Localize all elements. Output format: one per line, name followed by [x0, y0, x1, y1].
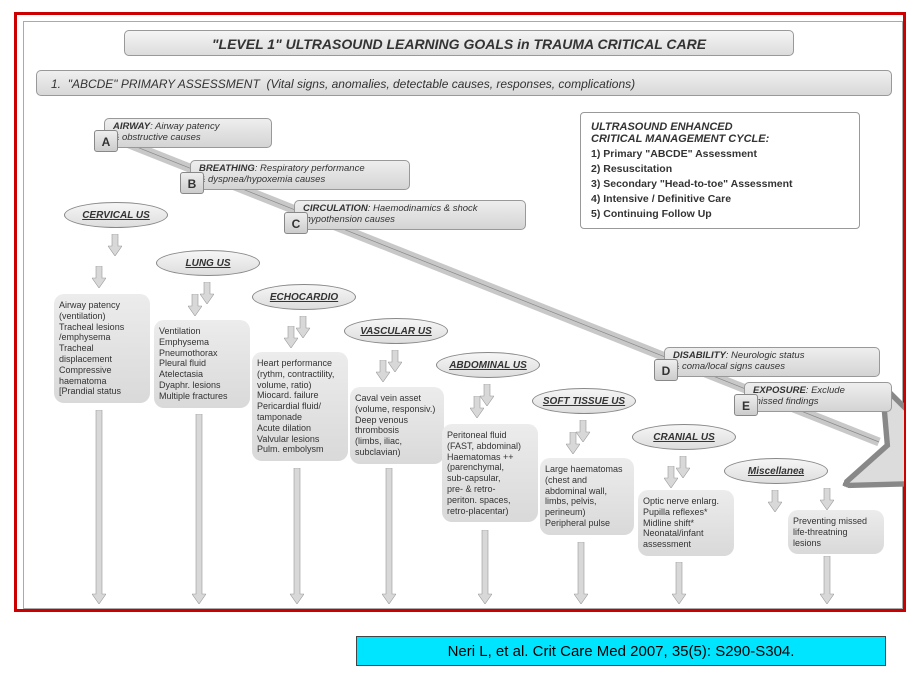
oval-cranial: CRANIAL US	[632, 424, 736, 450]
small-arrow-12	[470, 396, 484, 418]
diagram-frame: "LEVEL 1" ULTRASOUND LEARNING GOALS in T…	[14, 12, 906, 612]
abcde-box-B: B	[180, 172, 204, 194]
long-arrow-0	[92, 410, 106, 604]
abcde-box-A: A	[94, 130, 118, 152]
section1-sub: (Vital signs, anomalies, detectable caus…	[266, 77, 635, 91]
abcde-label-A: AIRWAY: Airway patency& obstructive caus…	[104, 118, 272, 148]
section1-title: 1. "ABCDE" PRIMARY ASSESSMENT (Vital sig…	[36, 70, 892, 96]
small-arrow-2	[296, 316, 310, 338]
small-arrow-6	[676, 456, 690, 478]
long-arrow-1	[192, 414, 206, 604]
small-arrow-1	[200, 282, 214, 304]
diagram-inner: "LEVEL 1" ULTRASOUND LEARNING GOALS in T…	[23, 21, 903, 609]
detail-abdominal-d: Peritoneal fluid(FAST, abdominal)Haemato…	[442, 424, 538, 522]
long-arrow-6	[672, 562, 686, 604]
small-arrow-7	[768, 490, 782, 512]
citation-bar: Neri L, et al. Crit Care Med 2007, 35(5)…	[356, 636, 886, 666]
abcde-box-E: E	[734, 394, 758, 416]
detail-cranial-d: Optic nerve enlarg.Pupilla reflexes*Midl…	[638, 490, 734, 556]
management-cycle-box: ULTRASOUND ENHANCED CRITICAL MANAGEMENT …	[580, 112, 860, 229]
detail-softtissue-d: Large haematomas(chest andabdominal wall…	[540, 458, 634, 535]
long-arrow-5	[574, 542, 588, 604]
small-arrow-3	[388, 350, 402, 372]
mgmt-item-5: 5) Continuing Follow Up	[591, 208, 849, 220]
small-arrow-0	[108, 234, 122, 256]
abcde-label-D: DISABILITY: Neurologic status& coma/loca…	[664, 347, 880, 377]
abcde-label-B: BREATHING: Respiratory performance& dysp…	[190, 160, 410, 190]
detail-misc-d: Preventing missedlife-threatninglesions	[788, 510, 884, 554]
oval-cervical: CERVICAL US	[64, 202, 168, 228]
small-arrow-9	[188, 294, 202, 316]
detail-echo-d: Heart performance(rythm, contractility,v…	[252, 352, 348, 461]
mgmt-hd2: CRITICAL MANAGEMENT CYCLE:	[591, 133, 849, 145]
detail-lung-d: VentilationEmphysemaPneumothoraxPleural …	[154, 320, 250, 408]
section1-head: "ABCDE" PRIMARY ASSESSMENT	[68, 77, 260, 91]
oval-lung: LUNG US	[156, 250, 260, 276]
detail-vascular-d: Caval vein asset(volume, responsiv.)Deep…	[350, 387, 444, 464]
abcde-box-D: D	[654, 359, 678, 381]
main-title: "LEVEL 1" ULTRASOUND LEARNING GOALS in T…	[124, 30, 794, 56]
oval-abdominal: ABDOMINAL US	[436, 352, 540, 378]
oval-softtissue: SOFT TISSUE US	[532, 388, 636, 414]
small-arrow-8	[92, 266, 106, 288]
oval-echo: ECHOCARDIO	[252, 284, 356, 310]
small-arrow-10	[284, 326, 298, 348]
oval-vascular: VASCULAR US	[344, 318, 448, 344]
mgmt-item-2: 2) Resuscitation	[591, 163, 849, 175]
mgmt-item-3: 3) Secondary "Head-to-toe" Assessment	[591, 178, 849, 190]
long-arrow-4	[478, 530, 492, 604]
oval-misc: Miscellanea	[724, 458, 828, 484]
mgmt-hd1: ULTRASOUND ENHANCED	[591, 121, 849, 133]
mgmt-item-4: 4) Intensive / Definitive Care	[591, 193, 849, 205]
section1-num: 1.	[51, 77, 61, 91]
detail-cervical-d: Airway patency(ventilation)Tracheal lesi…	[54, 294, 150, 403]
abcde-box-C: C	[284, 212, 308, 234]
mgmt-item-1: 1) Primary "ABCDE" Assessment	[591, 148, 849, 160]
long-arrow-2	[290, 468, 304, 604]
small-arrow-13	[566, 432, 580, 454]
abcde-label-C: CIRCULATION: Haemodinamics & shock/hypot…	[294, 200, 526, 230]
small-arrow-15	[820, 488, 834, 510]
long-arrow-7	[820, 556, 834, 604]
small-arrow-14	[664, 466, 678, 488]
small-arrow-11	[376, 360, 390, 382]
abcde-label-E: EXPOSURE: Excludemissed findings	[744, 382, 892, 412]
long-arrow-3	[382, 468, 396, 604]
